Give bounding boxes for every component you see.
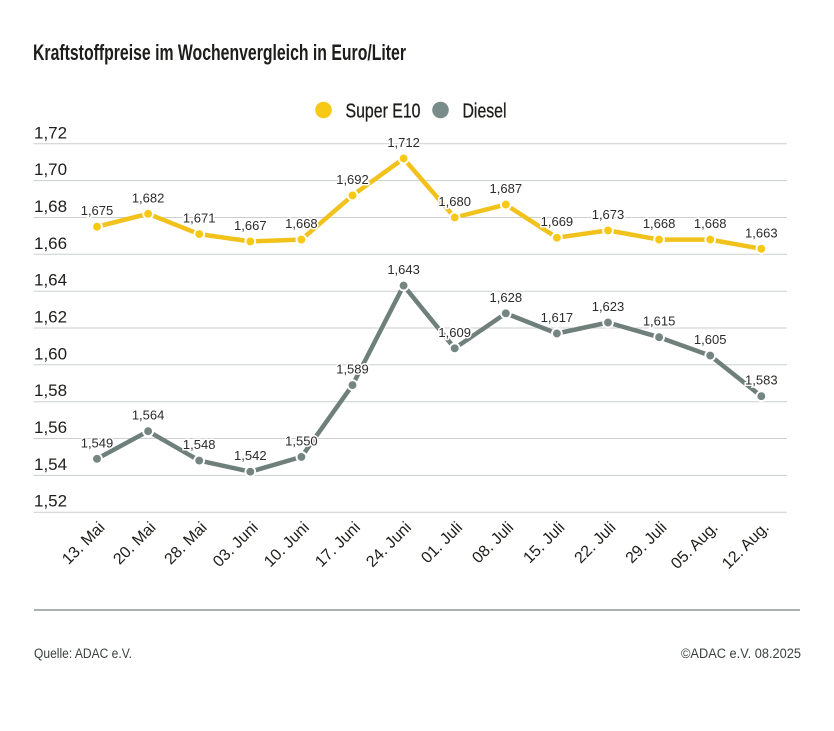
svg-text:1,58: 1,58 [34,381,67,400]
svg-text:1,52: 1,52 [34,492,67,511]
svg-text:Quelle: ADAC e.V.: Quelle: ADAC e.V. [34,646,132,661]
svg-text:1,668: 1,668 [643,216,676,231]
svg-text:1,623: 1,623 [592,299,625,314]
svg-text:1,62: 1,62 [34,308,67,327]
svg-text:1,64: 1,64 [34,271,67,290]
svg-text:1,605: 1,605 [694,332,727,347]
svg-text:1,680: 1,680 [438,194,471,209]
svg-text:1,72: 1,72 [34,123,67,142]
svg-text:1,583: 1,583 [745,373,778,388]
svg-text:1,687: 1,687 [490,181,523,196]
svg-text:1,617: 1,617 [541,310,574,325]
svg-text:1,564: 1,564 [132,408,165,423]
svg-text:Super E10: Super E10 [346,101,421,123]
svg-text:1,56: 1,56 [34,418,67,437]
svg-text:1,671: 1,671 [183,211,216,226]
svg-text:1,60: 1,60 [34,344,67,363]
svg-text:1,675: 1,675 [81,203,114,218]
svg-text:1,668: 1,668 [694,216,727,231]
svg-text:1,589: 1,589 [336,362,369,377]
svg-text:1,673: 1,673 [592,207,625,222]
svg-text:1,609: 1,609 [438,325,471,340]
svg-text:Kraftstoffpreise im Wochenverg: Kraftstoffpreise im Wochenvergleich in E… [33,40,406,65]
svg-text:1,550: 1,550 [285,433,318,448]
svg-text:1,643: 1,643 [387,262,420,277]
svg-text:1,549: 1,549 [81,435,114,450]
svg-text:©ADAC e.V. 08.2025: ©ADAC e.V. 08.2025 [681,646,801,661]
svg-text:1,68: 1,68 [34,197,67,216]
svg-text:1,542: 1,542 [234,448,267,463]
svg-text:1,548: 1,548 [183,437,216,452]
svg-text:1,669: 1,669 [541,214,574,229]
svg-text:1,628: 1,628 [490,290,523,305]
svg-text:1,66: 1,66 [34,234,67,253]
svg-text:1,615: 1,615 [643,314,676,329]
svg-text:1,70: 1,70 [34,160,67,179]
svg-text:1,667: 1,667 [234,218,267,233]
svg-text:1,54: 1,54 [34,455,67,474]
svg-text:1,692: 1,692 [336,172,369,187]
svg-text:1,682: 1,682 [132,190,165,205]
svg-text:1,663: 1,663 [745,225,778,240]
svg-text:1,712: 1,712 [387,135,420,150]
svg-text:1,668: 1,668 [285,216,318,231]
svg-text:Diesel: Diesel [463,101,507,123]
